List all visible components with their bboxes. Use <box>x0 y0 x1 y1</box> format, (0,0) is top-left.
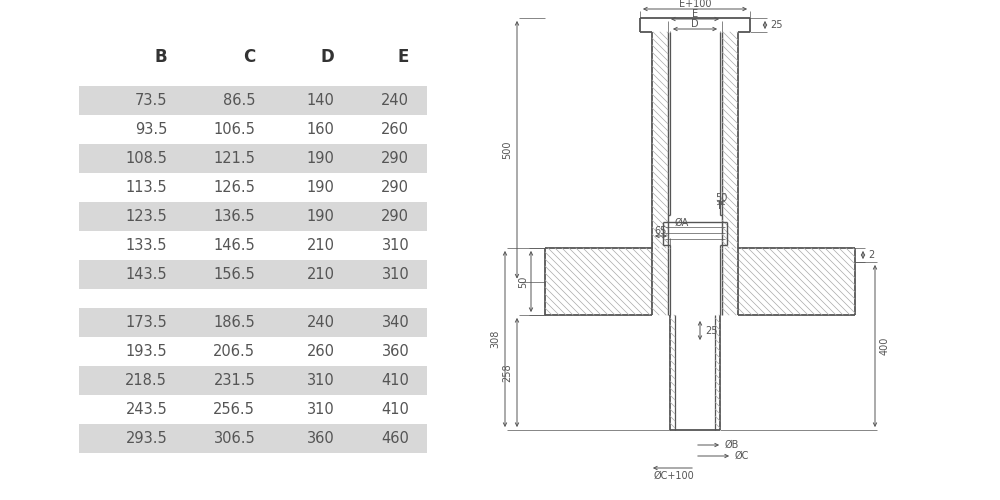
Text: 290: 290 <box>381 180 409 195</box>
Text: ØC: ØC <box>735 451 749 461</box>
FancyBboxPatch shape <box>79 86 427 115</box>
Text: 256.5: 256.5 <box>213 402 255 417</box>
FancyBboxPatch shape <box>79 308 427 337</box>
Text: 186.5: 186.5 <box>213 315 255 330</box>
Text: C: C <box>243 48 255 66</box>
Text: ØC+100: ØC+100 <box>653 471 694 481</box>
Text: 190: 190 <box>307 151 334 166</box>
Text: 260: 260 <box>306 344 334 359</box>
Text: 25: 25 <box>770 20 782 30</box>
Text: 190: 190 <box>307 209 334 224</box>
Text: 136.5: 136.5 <box>214 209 255 224</box>
Text: 206.5: 206.5 <box>213 344 255 359</box>
Text: 360: 360 <box>307 431 334 446</box>
Text: 50: 50 <box>518 276 528 287</box>
Text: 146.5: 146.5 <box>213 238 255 253</box>
Text: 293.5: 293.5 <box>125 431 167 446</box>
Text: E: E <box>692 9 698 19</box>
Text: 123.5: 123.5 <box>125 209 167 224</box>
FancyBboxPatch shape <box>79 424 427 453</box>
Text: 500: 500 <box>502 140 512 159</box>
Text: 258: 258 <box>502 363 512 382</box>
Text: 360: 360 <box>381 344 409 359</box>
Text: 400: 400 <box>880 337 890 355</box>
Text: 308: 308 <box>490 330 500 348</box>
Text: B: B <box>155 48 167 66</box>
Text: 65: 65 <box>655 226 667 236</box>
Text: 410: 410 <box>381 373 409 388</box>
Text: ØA: ØA <box>675 218 689 228</box>
Text: 243.5: 243.5 <box>125 402 167 417</box>
Text: D: D <box>691 19 699 29</box>
Text: 260: 260 <box>381 122 409 137</box>
Text: 410: 410 <box>381 402 409 417</box>
Text: 86.5: 86.5 <box>223 93 255 108</box>
Text: 133.5: 133.5 <box>126 238 167 253</box>
FancyBboxPatch shape <box>79 144 427 173</box>
Text: 210: 210 <box>306 238 334 253</box>
Text: 340: 340 <box>381 315 409 330</box>
Text: 290: 290 <box>381 209 409 224</box>
Text: 113.5: 113.5 <box>126 180 167 195</box>
FancyBboxPatch shape <box>79 202 427 231</box>
Text: 193.5: 193.5 <box>126 344 167 359</box>
Text: 310: 310 <box>307 373 334 388</box>
Text: 310: 310 <box>307 402 334 417</box>
Text: 310: 310 <box>381 238 409 253</box>
Text: 306.5: 306.5 <box>213 431 255 446</box>
Text: 73.5: 73.5 <box>135 93 167 108</box>
Text: 190: 190 <box>307 180 334 195</box>
Text: 231.5: 231.5 <box>213 373 255 388</box>
Text: 108.5: 108.5 <box>125 151 167 166</box>
Text: 218.5: 218.5 <box>125 373 167 388</box>
Text: 460: 460 <box>381 431 409 446</box>
Text: 126.5: 126.5 <box>213 180 255 195</box>
Text: 210: 210 <box>306 267 334 282</box>
Text: 25: 25 <box>705 326 718 336</box>
Text: 2: 2 <box>868 250 874 260</box>
Text: 50: 50 <box>715 193 727 203</box>
Text: 310: 310 <box>381 267 409 282</box>
Text: 140: 140 <box>307 93 334 108</box>
Text: 240: 240 <box>381 93 409 108</box>
Text: 290: 290 <box>381 151 409 166</box>
Text: 240: 240 <box>306 315 334 330</box>
Text: ØB: ØB <box>725 440 739 450</box>
Text: 106.5: 106.5 <box>213 122 255 137</box>
Text: E+100: E+100 <box>679 0 711 9</box>
Text: E: E <box>398 48 409 66</box>
FancyBboxPatch shape <box>79 366 427 395</box>
FancyBboxPatch shape <box>79 260 427 289</box>
Text: 143.5: 143.5 <box>126 267 167 282</box>
Text: 160: 160 <box>307 122 334 137</box>
Text: 93.5: 93.5 <box>135 122 167 137</box>
Text: 121.5: 121.5 <box>213 151 255 166</box>
Text: D: D <box>321 48 334 66</box>
Text: F: F <box>718 201 724 211</box>
Text: 173.5: 173.5 <box>125 315 167 330</box>
Text: 156.5: 156.5 <box>213 267 255 282</box>
